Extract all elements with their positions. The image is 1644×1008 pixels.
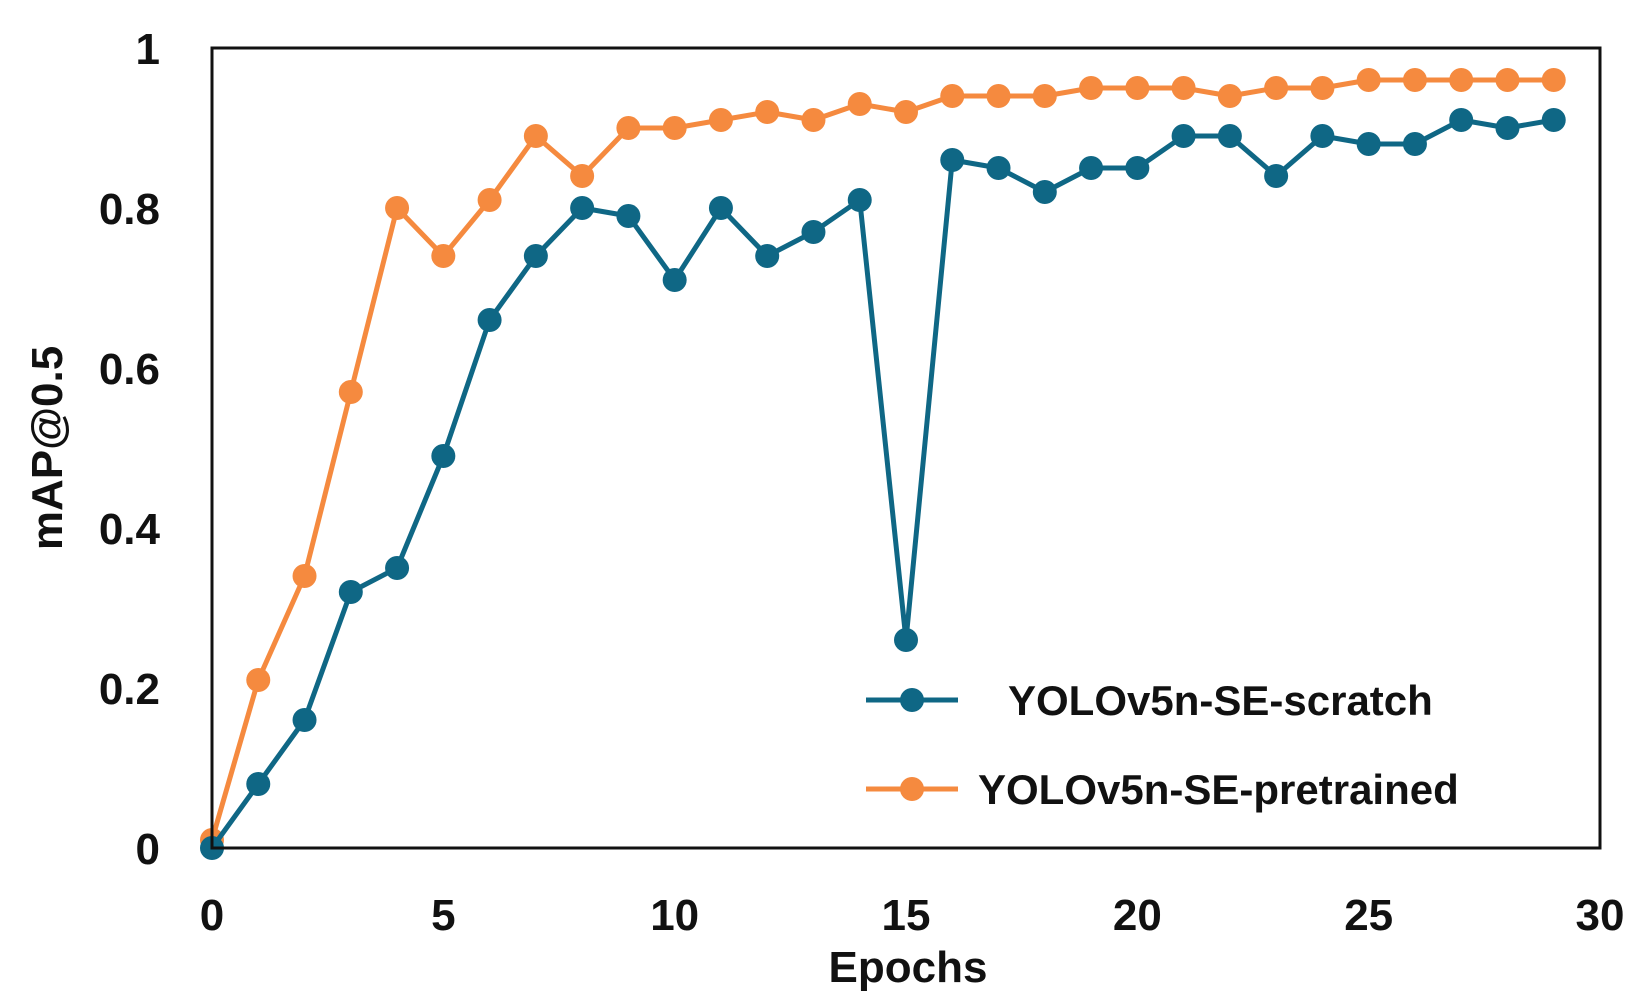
data-point-pretrained (1171, 76, 1196, 100)
x-axis-title: Epochs (829, 943, 988, 992)
data-point-scratch (1032, 180, 1057, 204)
data-point-pretrained (1032, 84, 1057, 108)
series-layer (200, 68, 1566, 860)
y-tick-label: 0.6 (99, 345, 160, 394)
data-point-pretrained (292, 564, 317, 588)
data-point-pretrained (1356, 68, 1381, 92)
data-point-pretrained (847, 92, 872, 116)
data-point-scratch (1217, 124, 1242, 148)
data-point-scratch (755, 244, 780, 268)
data-point-pretrained (662, 116, 687, 140)
legend-label-scratch: YOLOv5n-SE-scratch (1008, 677, 1433, 724)
data-point-pretrained (1217, 84, 1242, 108)
data-point-pretrained (894, 100, 918, 124)
data-point-scratch (477, 308, 502, 332)
data-point-scratch (570, 196, 595, 220)
x-tick-label: 5 (431, 891, 455, 940)
data-point-scratch (431, 444, 456, 468)
data-point-scratch (1356, 132, 1381, 156)
data-point-scratch (1264, 164, 1289, 188)
data-point-scratch (1310, 124, 1335, 148)
data-point-pretrained (801, 108, 826, 132)
data-point-scratch (940, 148, 965, 172)
y-tick-label: 1 (136, 25, 160, 74)
legend-label-pretrained: YOLOv5n-SE-pretrained (978, 766, 1459, 813)
series-line-scratch (209, 117, 1555, 850)
data-point-scratch (662, 268, 687, 292)
data-point-scratch (1541, 108, 1566, 132)
data-point-pretrained (708, 108, 733, 132)
y-tick-label: 0 (136, 825, 160, 874)
x-tick-label: 0 (200, 891, 224, 940)
data-point-pretrained (431, 244, 456, 268)
data-point-pretrained (986, 84, 1011, 108)
data-point-scratch (1171, 124, 1196, 148)
y-tick-label: 0.2 (99, 665, 160, 714)
data-point-scratch (986, 156, 1011, 180)
x-tick-label: 30 (1576, 891, 1625, 940)
data-point-scratch (338, 580, 363, 604)
data-point-pretrained (1079, 76, 1104, 100)
data-point-scratch (1495, 116, 1520, 140)
x-tick-label: 10 (650, 891, 699, 940)
data-point-pretrained (1310, 76, 1335, 100)
data-point-pretrained (385, 196, 410, 220)
data-point-pretrained (755, 100, 780, 124)
data-point-scratch (847, 188, 872, 212)
data-point-pretrained (1495, 68, 1520, 92)
data-point-scratch (708, 196, 733, 220)
y-tick-label: 0.8 (99, 185, 160, 234)
data-point-scratch (1125, 156, 1150, 180)
y-axis-title: mAP@0.5 (23, 346, 72, 550)
data-point-scratch (523, 244, 548, 268)
legend-marker-scratch (900, 688, 924, 712)
data-point-scratch (1449, 108, 1474, 132)
tick-labels: 0 5 10 15 20 25 30 0 0.2 0.4 0.6 0.8 1 (99, 25, 1625, 940)
data-point-scratch (894, 628, 918, 652)
data-point-pretrained (338, 380, 363, 404)
data-point-scratch (246, 772, 271, 796)
data-point-scratch (292, 708, 317, 732)
legend-marker-pretrained (900, 777, 924, 801)
data-point-scratch (616, 204, 641, 228)
data-point-pretrained (1541, 68, 1566, 92)
legend: YOLOv5n-SE-scratch YOLOv5n-SE-pretrained (866, 677, 1459, 813)
data-point-scratch (1402, 132, 1427, 156)
data-point-pretrained (246, 668, 271, 692)
plot-area-frame (210, 46, 1602, 850)
x-tick-label: 15 (882, 891, 931, 940)
x-tick-label: 25 (1344, 891, 1393, 940)
x-tick-label: 20 (1113, 891, 1162, 940)
data-point-pretrained (616, 116, 641, 140)
data-point-scratch (801, 220, 826, 244)
y-tick-label: 0.4 (99, 505, 161, 554)
data-point-pretrained (523, 124, 548, 148)
data-point-pretrained (940, 84, 965, 108)
data-point-pretrained (1264, 76, 1289, 100)
data-point-pretrained (477, 188, 502, 212)
data-point-pretrained (570, 164, 595, 188)
data-point-pretrained (1125, 76, 1150, 100)
data-point-scratch (385, 556, 410, 580)
data-point-scratch (1079, 156, 1104, 180)
series-line-pretrained (209, 77, 1554, 841)
data-point-pretrained (1402, 68, 1427, 92)
data-point-pretrained (1449, 68, 1474, 92)
